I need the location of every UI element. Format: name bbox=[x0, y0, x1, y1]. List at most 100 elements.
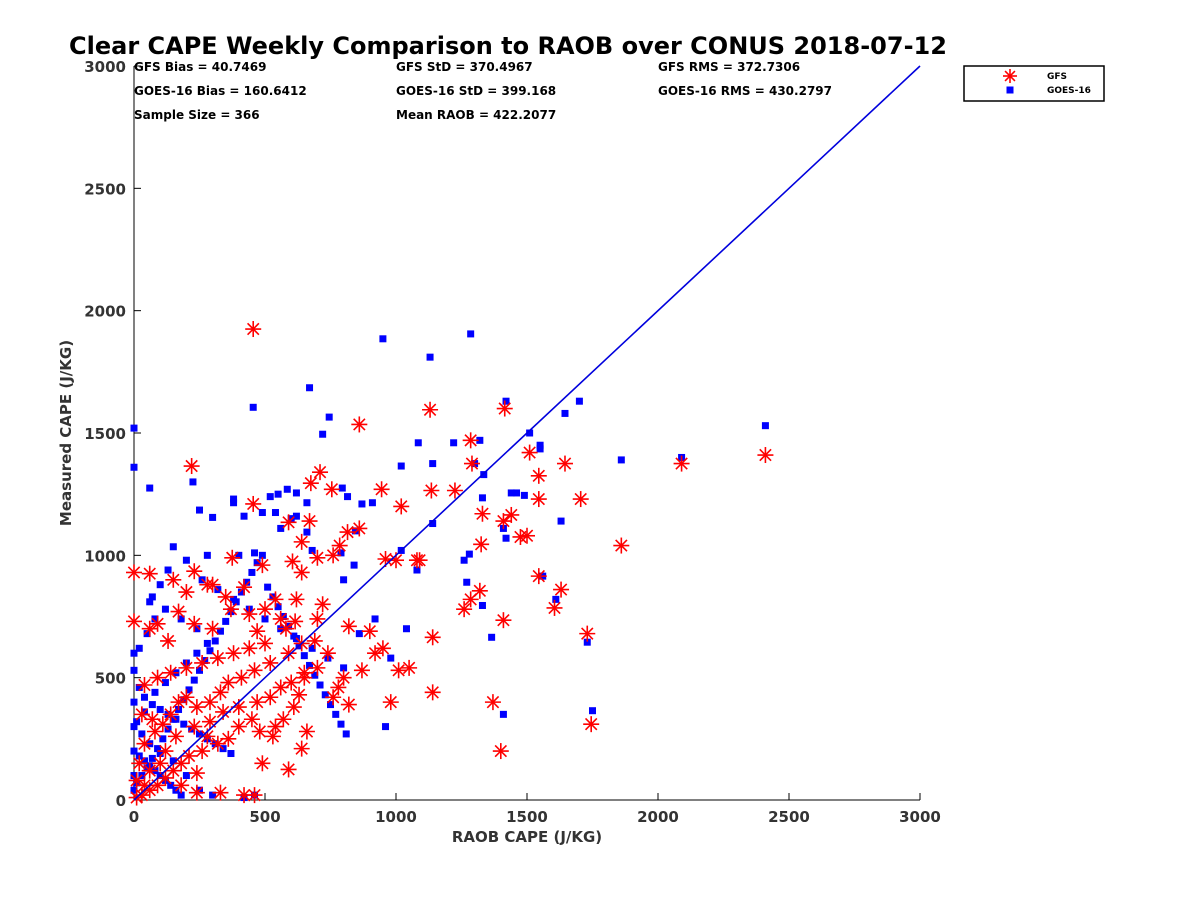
goes-16-point bbox=[557, 517, 565, 525]
goes-16-point bbox=[292, 512, 300, 520]
goes-16-point bbox=[169, 757, 177, 765]
gfs-point bbox=[170, 694, 187, 711]
goes-16-point bbox=[337, 549, 345, 557]
stat-text: GFS StD = 370.4967 bbox=[396, 60, 533, 74]
goes-16-point bbox=[355, 630, 363, 638]
goes-16-point bbox=[156, 750, 164, 758]
gfs-point bbox=[288, 591, 305, 608]
x-axis-label: RAOB CAPE (J/KG) bbox=[452, 828, 602, 846]
goes-16-point bbox=[189, 478, 197, 486]
gfs-point bbox=[199, 576, 216, 593]
goes-16-point bbox=[283, 485, 291, 493]
y-tick-label: 0 bbox=[116, 792, 126, 810]
goes-16-point bbox=[306, 661, 314, 669]
gfs-point bbox=[373, 481, 390, 498]
goes-16-point bbox=[251, 549, 259, 557]
gfs-point bbox=[188, 699, 205, 716]
goes-16-point bbox=[193, 625, 201, 633]
goes-16-point bbox=[507, 489, 515, 497]
gfs-point bbox=[267, 718, 284, 735]
goes-16-point bbox=[303, 528, 311, 536]
gfs-point bbox=[463, 455, 480, 472]
gfs-point bbox=[220, 730, 237, 747]
legend: GFS GOES-16 bbox=[963, 65, 1105, 102]
gfs-point bbox=[351, 520, 368, 537]
gfs-point bbox=[293, 533, 310, 550]
goes-16-point bbox=[502, 534, 510, 542]
gfs-point bbox=[262, 689, 279, 706]
goes-16-point bbox=[193, 649, 201, 657]
gfs-point bbox=[325, 547, 342, 564]
goes-16-point bbox=[169, 715, 177, 723]
goes-16-point bbox=[237, 588, 245, 596]
gfs-point bbox=[254, 755, 271, 772]
gfs-point bbox=[280, 514, 297, 531]
y-tick-label: 2000 bbox=[84, 303, 126, 321]
goes-16-point bbox=[488, 633, 496, 641]
gfs-point bbox=[530, 568, 547, 585]
gfs-point bbox=[160, 632, 177, 649]
goes-16-point bbox=[216, 627, 224, 635]
stat-text: GOES-16 Bias = 160.6412 bbox=[134, 84, 307, 98]
gfs-point bbox=[473, 536, 490, 553]
goes-16-point bbox=[148, 593, 156, 601]
gfs-point bbox=[178, 584, 195, 601]
gfs-point bbox=[131, 755, 148, 772]
gfs-point bbox=[306, 632, 323, 649]
gfs-point bbox=[257, 601, 273, 618]
gfs-point bbox=[462, 591, 479, 608]
gfs-point bbox=[340, 618, 357, 635]
goes-16-point bbox=[761, 422, 769, 430]
goes-16-point bbox=[303, 499, 311, 507]
goes-16-point bbox=[429, 460, 437, 468]
goes-16-point bbox=[264, 583, 272, 591]
legend-goes-16-label: GOES-16 bbox=[1047, 86, 1091, 96]
goes-16-point bbox=[130, 723, 138, 731]
goes-16-point bbox=[151, 688, 159, 696]
goes-16-point bbox=[308, 546, 316, 554]
gfs-point bbox=[146, 723, 163, 740]
gfs-point bbox=[126, 613, 142, 630]
goes-16-point bbox=[536, 445, 544, 453]
goes-16-point bbox=[371, 615, 379, 623]
goes-16-point bbox=[316, 681, 324, 689]
goes-16-point bbox=[478, 494, 486, 502]
goes-16-point bbox=[467, 330, 475, 338]
goes-16-point bbox=[167, 781, 175, 789]
gfs-point bbox=[194, 654, 211, 671]
gfs-point bbox=[136, 677, 153, 694]
goes-16-point bbox=[502, 397, 510, 405]
gfs-point bbox=[201, 713, 218, 730]
gfs-point bbox=[613, 537, 630, 554]
x-tick-label: 2500 bbox=[768, 808, 810, 826]
goes-16-point bbox=[196, 666, 203, 674]
y-axis-label: Measured CAPE (J/KG) bbox=[57, 340, 75, 526]
goes-16-point bbox=[209, 513, 217, 521]
goes-16-point bbox=[274, 490, 282, 498]
goes-16-point bbox=[520, 491, 528, 499]
gfs-point bbox=[204, 620, 221, 637]
gfs-point bbox=[757, 447, 774, 464]
gfs-point bbox=[186, 718, 203, 735]
goes-16-point bbox=[190, 676, 198, 684]
gfs-point bbox=[323, 481, 340, 498]
gfs-point bbox=[209, 650, 226, 667]
gfs-point bbox=[149, 669, 166, 686]
gfs-point bbox=[241, 640, 258, 657]
gfs-point bbox=[165, 571, 182, 588]
gfs-point bbox=[162, 706, 179, 723]
one-to-one-line bbox=[133, 65, 921, 801]
goes-16-point bbox=[589, 707, 596, 715]
gfs-point bbox=[217, 588, 234, 605]
goes-16-point bbox=[499, 710, 507, 718]
goes-16-point bbox=[397, 462, 405, 470]
gfs-point bbox=[243, 711, 260, 728]
gfs-point bbox=[553, 581, 570, 598]
gfs-point bbox=[314, 596, 331, 613]
gfs-point bbox=[330, 679, 347, 696]
goes-16-point bbox=[379, 335, 387, 343]
chart-title: Clear CAPE Weekly Comparison to RAOB ove… bbox=[69, 32, 947, 60]
gfs-point bbox=[251, 723, 268, 740]
goes-16-point bbox=[321, 691, 329, 699]
y-tick-label: 1500 bbox=[84, 425, 126, 443]
